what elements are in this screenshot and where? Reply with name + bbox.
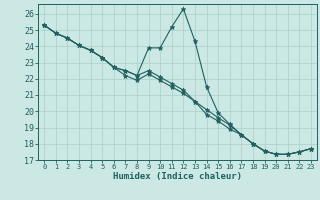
X-axis label: Humidex (Indice chaleur): Humidex (Indice chaleur) [113,172,242,181]
